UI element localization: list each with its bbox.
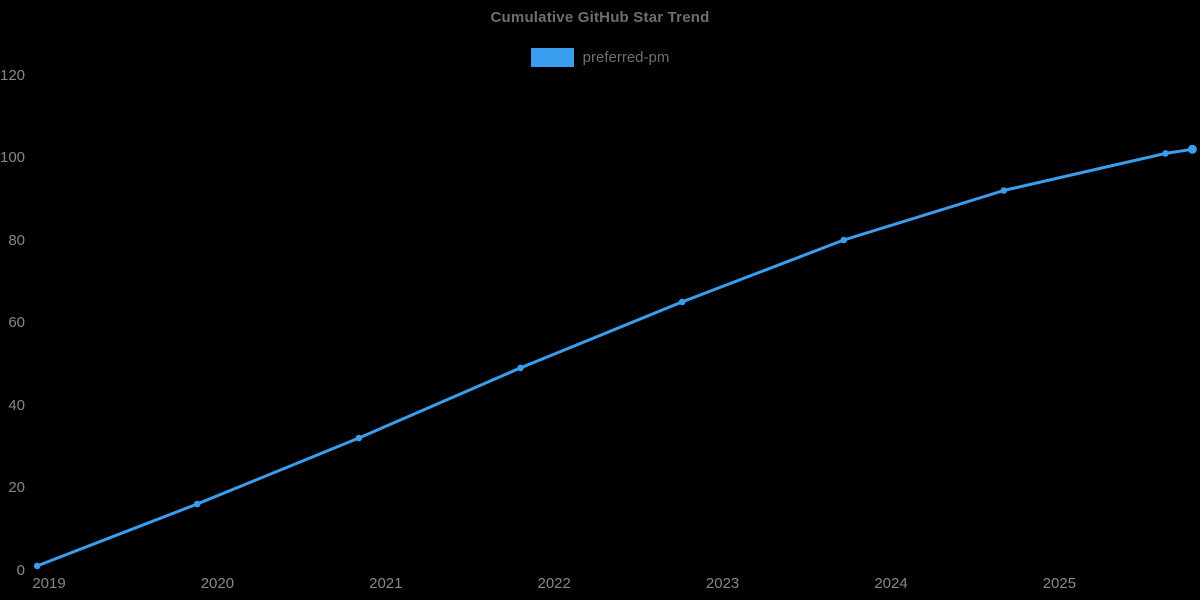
x-tick-label: 2025 [1042,575,1077,592]
x-tick-label: 2023 [705,575,740,592]
chart-legend: preferred-pm [0,48,1200,67]
y-tick-label: 60 [8,314,25,331]
x-tick-label: 2020 [200,575,235,592]
data-point-marker [1000,187,1008,194]
x-tick-label: 2024 [874,575,908,592]
y-tick-label: 0 [16,561,25,579]
trend-line [35,147,1194,568]
legend-swatch [530,48,574,67]
legend-item-preferred-pm: preferred-pm [530,48,670,67]
data-point-marker [1187,144,1197,154]
chart-title: Cumulative GitHub Star Trend [490,9,710,26]
data-point-marker [840,236,848,244]
y-tick-label: 100 [0,149,26,166]
data-point-marker [355,434,363,442]
y-tick-label: 80 [8,231,25,249]
data-point-marker [678,298,686,306]
x-tick-label: 2019 [32,575,66,592]
data-point-marker [33,562,41,570]
legend-label: preferred-pm [582,49,670,66]
y-tick-label: 120 [0,66,26,84]
y-tick-label: 20 [8,479,25,496]
data-point-marker [1162,150,1169,157]
data-point-marker [193,500,201,508]
x-tick-label: 2022 [537,575,571,592]
data-point-marker [517,364,524,372]
y-tick-label: 40 [8,396,25,414]
x-tick-label: 2021 [369,575,403,592]
